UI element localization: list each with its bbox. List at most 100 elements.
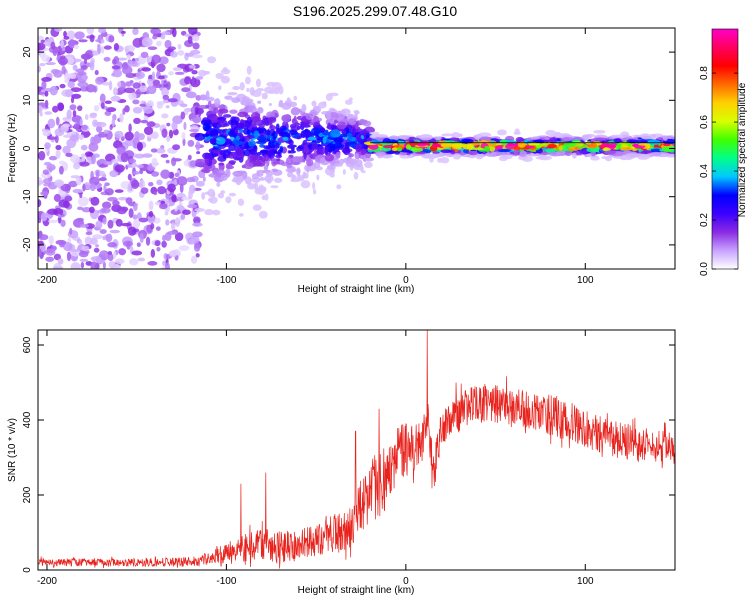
spectrogram-noise-cell xyxy=(108,80,113,91)
spectrogram-transition-cell xyxy=(201,192,206,200)
spectrogram-transition-cell xyxy=(249,153,259,162)
spectrogram-noise-cell xyxy=(114,189,124,193)
spectrogram-transition-cell xyxy=(291,174,296,182)
spectrogram-noise-cell xyxy=(80,261,85,269)
spectrogram-transition-cell xyxy=(271,81,282,91)
spectrogram-noise-cell xyxy=(77,81,89,88)
spectrogram-noise-cell xyxy=(62,200,70,209)
spectrogram-noise-cell xyxy=(109,229,120,234)
spectrogram-noise-cell xyxy=(88,142,99,152)
spectrogram-noise-cell xyxy=(38,180,43,186)
colorbar-tick-label: 0.0 xyxy=(699,262,710,276)
spectrogram-noise-cell xyxy=(60,55,66,60)
spectrogram-noise-cell xyxy=(192,54,203,59)
spectrogram-noise-cell xyxy=(177,43,182,50)
spectrogram-transition-cell xyxy=(354,153,360,160)
spectrogram-noise-cell xyxy=(165,219,170,226)
spectrogram-noise-cell xyxy=(48,155,58,161)
spectrogram-transition-cell xyxy=(207,188,215,198)
spectrogram-noise-cell xyxy=(62,145,71,155)
spectrogram-noise-cell xyxy=(177,50,185,56)
spectrogram-noise-cell xyxy=(102,217,107,225)
spectrogram-noise-cell xyxy=(171,194,177,203)
spectrogram-transition-cell xyxy=(306,165,310,173)
spectrogram-transition-cell xyxy=(232,86,241,91)
spectrogram-noise-cell xyxy=(90,196,100,206)
spectrogram-transition-cell xyxy=(329,143,336,152)
spectrogram-noise-cell xyxy=(79,118,83,127)
spectrogram-noise-cell xyxy=(68,72,77,80)
spectrogram-transition-cell xyxy=(247,183,257,190)
spectrogram-noise-cell xyxy=(59,240,65,248)
spectrogram-noise-cell xyxy=(124,87,136,94)
spectrogram-noise-cell xyxy=(114,164,125,173)
spectrogram-noise-cell xyxy=(172,28,177,38)
spectrogram-noise-cell xyxy=(160,169,171,179)
spectrogram-transition-cell xyxy=(253,145,258,152)
spectrogram-noise-cell xyxy=(100,207,111,214)
spectrogram-noise-cell xyxy=(74,31,85,40)
spectrogram-noise-cell xyxy=(77,196,89,207)
spectrogram-noise-cell xyxy=(69,227,73,235)
spectrogram-noise-cell xyxy=(111,65,121,70)
spectrogram-carrier-cell xyxy=(563,142,576,148)
spectrogram-noise-cell xyxy=(146,121,156,127)
spectrogram-transition-cell xyxy=(348,118,357,126)
spectrogram-noise-cell xyxy=(161,31,171,36)
spectrogram-noise-cell xyxy=(161,113,169,119)
spectrogram-noise-cell xyxy=(116,206,127,215)
spectrogram-transition-cell xyxy=(310,127,322,135)
spectrogram-noise-cell xyxy=(150,148,158,153)
spectrogram-noise-cell xyxy=(174,232,184,242)
spectrogram-noise-cell xyxy=(60,219,66,227)
spectrogram-carrier-cell xyxy=(545,129,557,136)
spectrogram-noise-cell xyxy=(64,195,73,202)
spectrogram-carrier-cell xyxy=(401,135,410,140)
spectrogram-noise-cell xyxy=(166,122,171,127)
spectrogram-noise-cell xyxy=(112,200,120,207)
spectrogram-carrier-cell xyxy=(534,153,540,156)
spectrogram-transition-cell xyxy=(346,132,353,140)
spectrogram-transition-cell xyxy=(214,98,221,107)
spectrogram-transition-cell xyxy=(231,97,241,103)
spectrogram-noise-cell xyxy=(156,63,166,73)
spectrogram-noise-cell xyxy=(44,99,49,109)
spectrogram-noise-cell xyxy=(54,179,65,187)
spectrogram-y-tick-label: 20 xyxy=(22,46,33,58)
spectrogram-noise-cell xyxy=(152,35,158,40)
spectrogram-noise-cell xyxy=(126,240,131,250)
spectrogram-noise-cell xyxy=(84,50,94,59)
spectrogram-noise-cell xyxy=(174,207,178,212)
spectrogram-carrier-cell xyxy=(432,151,440,154)
spectrogram-noise-cell xyxy=(161,87,169,97)
spectrogram-transition-cell xyxy=(303,144,308,153)
spectrogram-noise-cell xyxy=(109,170,119,178)
spectrogram-transition-cell xyxy=(245,76,251,85)
spectrogram-transition-cell xyxy=(228,160,236,164)
spectrogram-noise-cell xyxy=(89,34,95,43)
spectrogram-noise-cell xyxy=(100,101,105,109)
spectrogram-transition-cell xyxy=(218,162,225,166)
spectrogram-transition-cell xyxy=(235,135,240,141)
spectrogram-noise-cell xyxy=(140,187,149,194)
spectrogram-transition-cell xyxy=(325,93,333,102)
spectrogram-noise-cell xyxy=(105,107,117,113)
spectrogram-noise-cell xyxy=(103,45,112,50)
spectrogram-noise-cell xyxy=(150,28,162,35)
spectrogram-noise-cell xyxy=(174,71,185,75)
spectrogram-noise-cell xyxy=(79,240,83,245)
spectrogram-transition-cell xyxy=(344,125,355,133)
spectrogram-noise-cell xyxy=(147,214,156,224)
spectrogram-noise-cell xyxy=(89,60,95,71)
spectrogram-transition-cell xyxy=(316,174,320,181)
spectrogram-noise-cell xyxy=(132,37,143,48)
spectrogram-transition-cell xyxy=(258,210,268,219)
spectrogram-noise-cell xyxy=(140,51,149,59)
spectrogram-carrier-cell xyxy=(383,145,392,149)
spectrogram-noise-cell xyxy=(157,186,167,195)
spectrogram-noise-cell xyxy=(193,242,201,252)
spectrogram-carrier-cell xyxy=(593,130,606,134)
spectrogram-noise-cell xyxy=(39,62,46,67)
spectrogram-noise-cell xyxy=(132,82,141,89)
spectrogram-transition-cell xyxy=(205,104,210,109)
